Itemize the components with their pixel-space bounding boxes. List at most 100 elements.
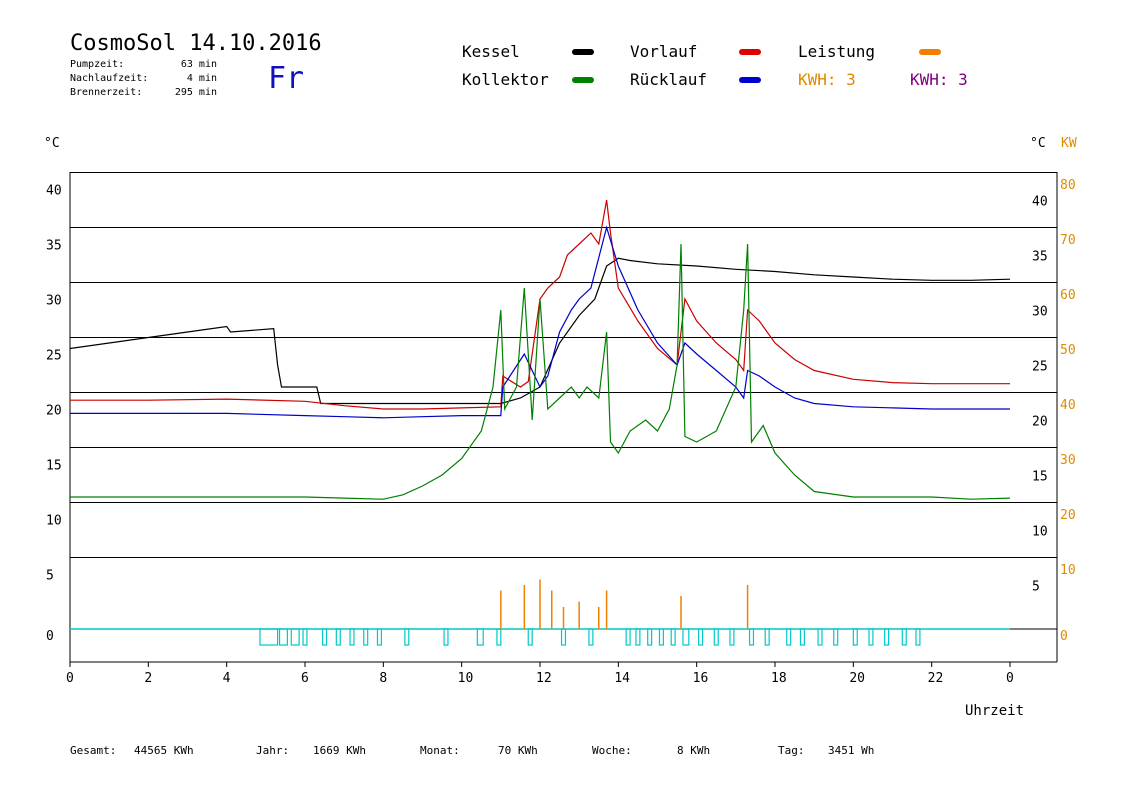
right-tick-label: 15 <box>1032 470 1048 485</box>
right-tick-label: 25 <box>1032 360 1048 375</box>
pump-marker <box>349 628 355 646</box>
total-label: Woche: <box>592 744 632 757</box>
pump-marker <box>670 628 676 646</box>
left-tick-label: 0 <box>46 629 54 644</box>
x-tick-label: 2 <box>144 671 152 686</box>
pump-marker <box>647 628 653 646</box>
total-label: Tag: <box>778 744 805 757</box>
stat-label: Pumpzeit: <box>70 59 124 70</box>
kw-tick-label: 60 <box>1060 288 1076 303</box>
pump-marker <box>335 628 341 646</box>
x-tick-label: 8 <box>379 671 387 686</box>
left-tick-label: 15 <box>46 459 62 474</box>
left-tick-label: 35 <box>46 239 62 254</box>
kw-tick-label: 0 <box>1060 629 1068 644</box>
pump-marker <box>302 628 308 646</box>
right-tick-label: 30 <box>1032 305 1048 320</box>
pump-marker <box>713 628 719 646</box>
pump-marker <box>884 628 890 646</box>
right-tick-label: 35 <box>1032 250 1048 265</box>
series-lines <box>69 199 1011 500</box>
pump-marker <box>729 628 735 646</box>
total-value: 8 KWh <box>677 744 710 757</box>
right-tick-label: 40 <box>1032 195 1048 210</box>
pump-marker <box>901 628 907 646</box>
pump-marker <box>560 628 567 646</box>
kw-tick-label: 50 <box>1060 343 1076 358</box>
total-label: Monat: <box>420 744 460 757</box>
x-tick-label: 22 <box>928 671 944 686</box>
left-tick-label: 10 <box>46 514 62 529</box>
x-tick-label: 14 <box>614 671 630 686</box>
stat-value: 295 min <box>175 87 217 98</box>
stat-value: 63 min <box>181 59 217 70</box>
pump-marker <box>476 628 484 646</box>
total-value: 3451 Wh <box>828 744 874 757</box>
pump-marker <box>852 628 858 646</box>
runtime-stats: Pumpzeit: 63 min Nachlaufzeit: 4 min Brenner… <box>70 59 217 98</box>
x-tick-label: 12 <box>536 671 552 686</box>
pump-marker <box>833 628 839 646</box>
pump-marker <box>868 628 874 646</box>
right-tick-label: 10 <box>1032 525 1048 540</box>
pump-marker <box>817 628 823 646</box>
pump-marker <box>278 628 288 646</box>
legend: Kessel Vorlauf Leistung Kollektor Rücklauf KW… <box>462 42 968 89</box>
pump-marker <box>786 628 792 646</box>
pump-marker <box>588 628 594 646</box>
pump-marker <box>799 628 805 646</box>
x-tick-label: 0 <box>1006 671 1014 686</box>
pump-marker <box>376 628 382 646</box>
left-tick-label: 20 <box>46 404 62 419</box>
pump-marker <box>698 628 704 646</box>
pump-marker <box>322 628 328 646</box>
kw-tick-label: 70 <box>1060 233 1076 248</box>
total-value: 44565 KWh <box>134 744 194 757</box>
x-tick-label: 18 <box>771 671 787 686</box>
right-kw-unit-label: KW <box>1061 136 1077 151</box>
pump-marker <box>658 628 664 646</box>
pump-marker <box>404 628 410 646</box>
total-label: Jahr: <box>256 744 289 757</box>
pump-marker <box>290 628 300 646</box>
kw-tick-label: 40 <box>1060 398 1076 413</box>
pump-markers <box>70 628 1010 646</box>
stat-label: Brennerzeit: <box>70 87 142 98</box>
legend-label: Kollektor <box>462 70 549 89</box>
left-tick-label: 25 <box>46 349 62 364</box>
pump-marker <box>748 628 755 646</box>
kw-tick-label: 10 <box>1060 563 1076 578</box>
left-tick-label: 30 <box>46 294 62 309</box>
pump-marker <box>682 628 690 646</box>
chart-title: CosmoSol 14.10.2016 <box>70 31 322 56</box>
total-label: Gesamt: <box>70 744 116 757</box>
pump-marker <box>915 628 921 646</box>
total-value: 70 KWh <box>498 744 538 757</box>
right-unit-label: °C <box>1030 136 1046 151</box>
pump-marker <box>764 628 770 646</box>
stat-value: 4 min <box>187 73 217 84</box>
pump-marker <box>527 628 533 646</box>
legend-label: Leistung <box>798 42 875 61</box>
legend-label: Kessel <box>462 42 520 61</box>
kw-tick-label: 80 <box>1060 178 1076 193</box>
legend-label: Rücklauf <box>630 70 707 89</box>
x-axis-label: Uhrzeit <box>965 703 1024 719</box>
total-value: 1669 KWh <box>313 744 366 757</box>
legend-kwh: KWH: 3 <box>910 70 968 89</box>
pump-marker <box>443 628 449 646</box>
series-line-kollektor <box>70 243 1011 500</box>
energy-totals: Gesamt: 44565 KWh Jahr: 1669 KWh Monat: 70 KW… <box>70 744 874 757</box>
power-spikes <box>500 579 749 629</box>
legend-label: Vorlauf <box>630 42 697 61</box>
day-label: Fr <box>268 61 304 96</box>
series-line-vorlauf <box>70 199 1010 410</box>
x-tick-label: 4 <box>223 671 231 686</box>
right-tick-label: 20 <box>1032 415 1048 430</box>
series-line-kessel <box>69 257 1011 405</box>
kw-tick-label: 30 <box>1060 453 1076 468</box>
left-tick-label: 40 <box>46 184 62 199</box>
axis-ticks: 0510152025303540510152025303540010203040… <box>46 178 1076 686</box>
x-tick-label: 0 <box>66 671 74 686</box>
